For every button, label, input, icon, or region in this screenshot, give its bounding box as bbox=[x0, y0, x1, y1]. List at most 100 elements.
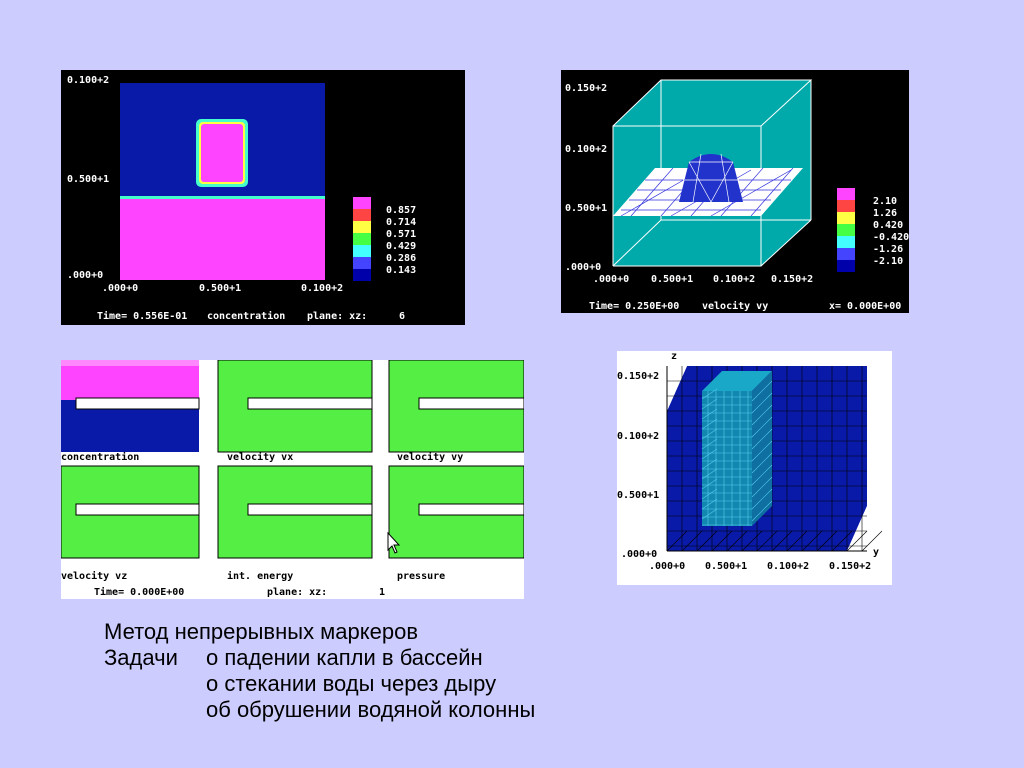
y-tick-label: .000+0 bbox=[565, 262, 601, 273]
legend-swatch bbox=[837, 248, 855, 260]
concentration-plot-svg: 0.100+2 0.500+1 .000+0 .000+0 0.500+1 0.… bbox=[67, 75, 416, 322]
pool-region bbox=[120, 199, 325, 280]
legend-label: 0.286 bbox=[386, 253, 416, 264]
cell-fluid-edge bbox=[61, 360, 199, 366]
y-tick-label: 0.500+1 bbox=[565, 203, 607, 214]
x-tick-label: 0.100+2 bbox=[767, 561, 809, 572]
concentration-plot-panel: 0.100+2 0.500+1 .000+0 .000+0 0.500+1 0.… bbox=[61, 70, 465, 325]
column-mesh-lines bbox=[701, 380, 773, 526]
footer-variable: concentration bbox=[207, 310, 285, 322]
slide-caption: Метод непрерывных маркеров Задачи о паден… bbox=[104, 619, 535, 723]
footer-time: Time= 0.000E+00 bbox=[94, 586, 184, 598]
legend-swatch bbox=[353, 233, 371, 245]
velocity-3d-plot-panel: 0.150+2 0.100+2 0.500+1 .000+0 .000+0 0.… bbox=[561, 70, 909, 313]
color-legend: 2.101.260.420-0.420-1.26-2.10 bbox=[837, 188, 909, 272]
y-tick-label: .000+0 bbox=[67, 270, 103, 281]
field-grid-panel: concentration velocity vx velocity vy ve… bbox=[61, 360, 524, 599]
footer-plane: plane: xz: bbox=[267, 587, 327, 598]
legend-swatch bbox=[837, 212, 855, 224]
axis-z-label: z bbox=[671, 351, 677, 362]
legend-swatch bbox=[837, 200, 855, 212]
cell-fluid bbox=[61, 366, 199, 400]
y-tick-label: 0.100+2 bbox=[617, 431, 659, 442]
cell-label: velocity vx bbox=[227, 451, 293, 463]
legend-label: 0.143 bbox=[386, 265, 416, 276]
cell-label: int. energy bbox=[227, 570, 293, 582]
cell-label: velocity vz bbox=[61, 570, 127, 582]
legend-label: -2.10 bbox=[873, 256, 903, 267]
cell-hole-slot bbox=[75, 503, 200, 516]
legend-swatch bbox=[353, 209, 371, 221]
legend-label: 0.714 bbox=[386, 217, 416, 228]
footer-x: x= 0.000E+00 bbox=[829, 301, 901, 312]
x-tick-label: 0.100+2 bbox=[713, 274, 755, 285]
column-side-face bbox=[752, 371, 772, 526]
caption-line-2: Задачи о падении капли в бассейн bbox=[104, 645, 535, 671]
legend-label: -0.420 bbox=[873, 232, 909, 243]
legend-swatch bbox=[837, 188, 855, 200]
x-tick-label: 0.100+2 bbox=[301, 283, 343, 294]
drop-core bbox=[201, 124, 243, 182]
field-grid-svg: concentration velocity vx velocity vy ve… bbox=[61, 360, 524, 598]
y-tick-label: 0.100+2 bbox=[565, 144, 607, 155]
water-column-plot-panel: z y 0.150+2 0.100+2 0.500+1 .000+0 .000+… bbox=[617, 351, 892, 585]
legend-label: 0.857 bbox=[386, 205, 416, 216]
y-tick-label: .000+0 bbox=[621, 549, 657, 560]
cell-hole-slot bbox=[75, 397, 200, 410]
caption-label: Задачи bbox=[104, 645, 178, 670]
legend-swatch bbox=[837, 224, 855, 236]
bump-mesh-lines bbox=[683, 153, 739, 203]
caption-item: об обрушении водяной колонны bbox=[206, 697, 536, 722]
cell-label: pressure bbox=[397, 571, 445, 582]
y-tick-label: 0.500+1 bbox=[617, 490, 659, 501]
y-tick-label: 0.500+1 bbox=[67, 174, 109, 185]
caption-item: о падении капли в бассейн bbox=[206, 645, 483, 670]
footer-time: Time= 0.250E+00 bbox=[589, 300, 679, 312]
x-tick-label: 0.500+1 bbox=[199, 283, 241, 294]
legend-swatch bbox=[353, 245, 371, 257]
mouse-cursor-icon bbox=[387, 531, 401, 554]
legend-swatch bbox=[837, 260, 855, 272]
x-tick-label: 0.150+2 bbox=[771, 274, 813, 285]
legend-label: 0.420 bbox=[873, 220, 903, 231]
axis-y-label: y bbox=[873, 547, 879, 558]
water-column-plot-svg: z y 0.150+2 0.100+2 0.500+1 .000+0 .000+… bbox=[617, 351, 883, 572]
x-tick-label: 0.500+1 bbox=[705, 561, 747, 572]
legend-label: 2.10 bbox=[873, 196, 897, 207]
x-tick-label: .000+0 bbox=[649, 561, 685, 572]
x-tick-label: .000+0 bbox=[102, 283, 138, 294]
legend-swatch bbox=[353, 269, 371, 281]
legend-label: 0.429 bbox=[386, 241, 416, 252]
cell-hole-slot bbox=[418, 397, 524, 410]
field-cells bbox=[61, 360, 524, 559]
legend-swatch bbox=[837, 236, 855, 248]
column-top-face bbox=[702, 371, 772, 391]
footer-time: Time= 0.556E-01 bbox=[97, 310, 187, 322]
footer-plane-value: 1 bbox=[379, 587, 385, 598]
legend-label: -1.26 bbox=[873, 244, 903, 255]
legend-swatch bbox=[353, 197, 371, 209]
cell-hole-slot bbox=[418, 503, 524, 516]
y-tick-label: 0.150+2 bbox=[565, 83, 607, 94]
cell-hole-slot bbox=[247, 503, 373, 516]
velocity-3d-plot-svg: 0.150+2 0.100+2 0.500+1 .000+0 .000+0 0.… bbox=[565, 79, 909, 312]
footer-plane-value: 6 bbox=[399, 311, 405, 322]
legend-swatch bbox=[353, 221, 371, 233]
caption-item: о стекании воды через дыру bbox=[206, 671, 497, 696]
cell-label: concentration bbox=[61, 451, 139, 463]
y-tick-label: 0.100+2 bbox=[67, 75, 109, 86]
y-tick-label: 0.150+2 bbox=[617, 371, 659, 382]
legend-swatch bbox=[353, 257, 371, 269]
footer-plane: plane: xz: bbox=[307, 311, 367, 322]
x-tick-label: 0.500+1 bbox=[651, 274, 693, 285]
box-top-face bbox=[613, 80, 811, 126]
legend-label: 0.571 bbox=[386, 229, 416, 240]
cell-label: velocity vy bbox=[397, 451, 463, 463]
x-tick-label: 0.150+2 bbox=[829, 561, 871, 572]
caption-title: Метод непрерывных маркеров bbox=[104, 619, 419, 644]
footer-variable: velocity vy bbox=[702, 300, 768, 312]
interface-line bbox=[120, 196, 325, 199]
legend-label: 1.26 bbox=[873, 208, 897, 219]
x-tick-label: .000+0 bbox=[593, 274, 629, 285]
